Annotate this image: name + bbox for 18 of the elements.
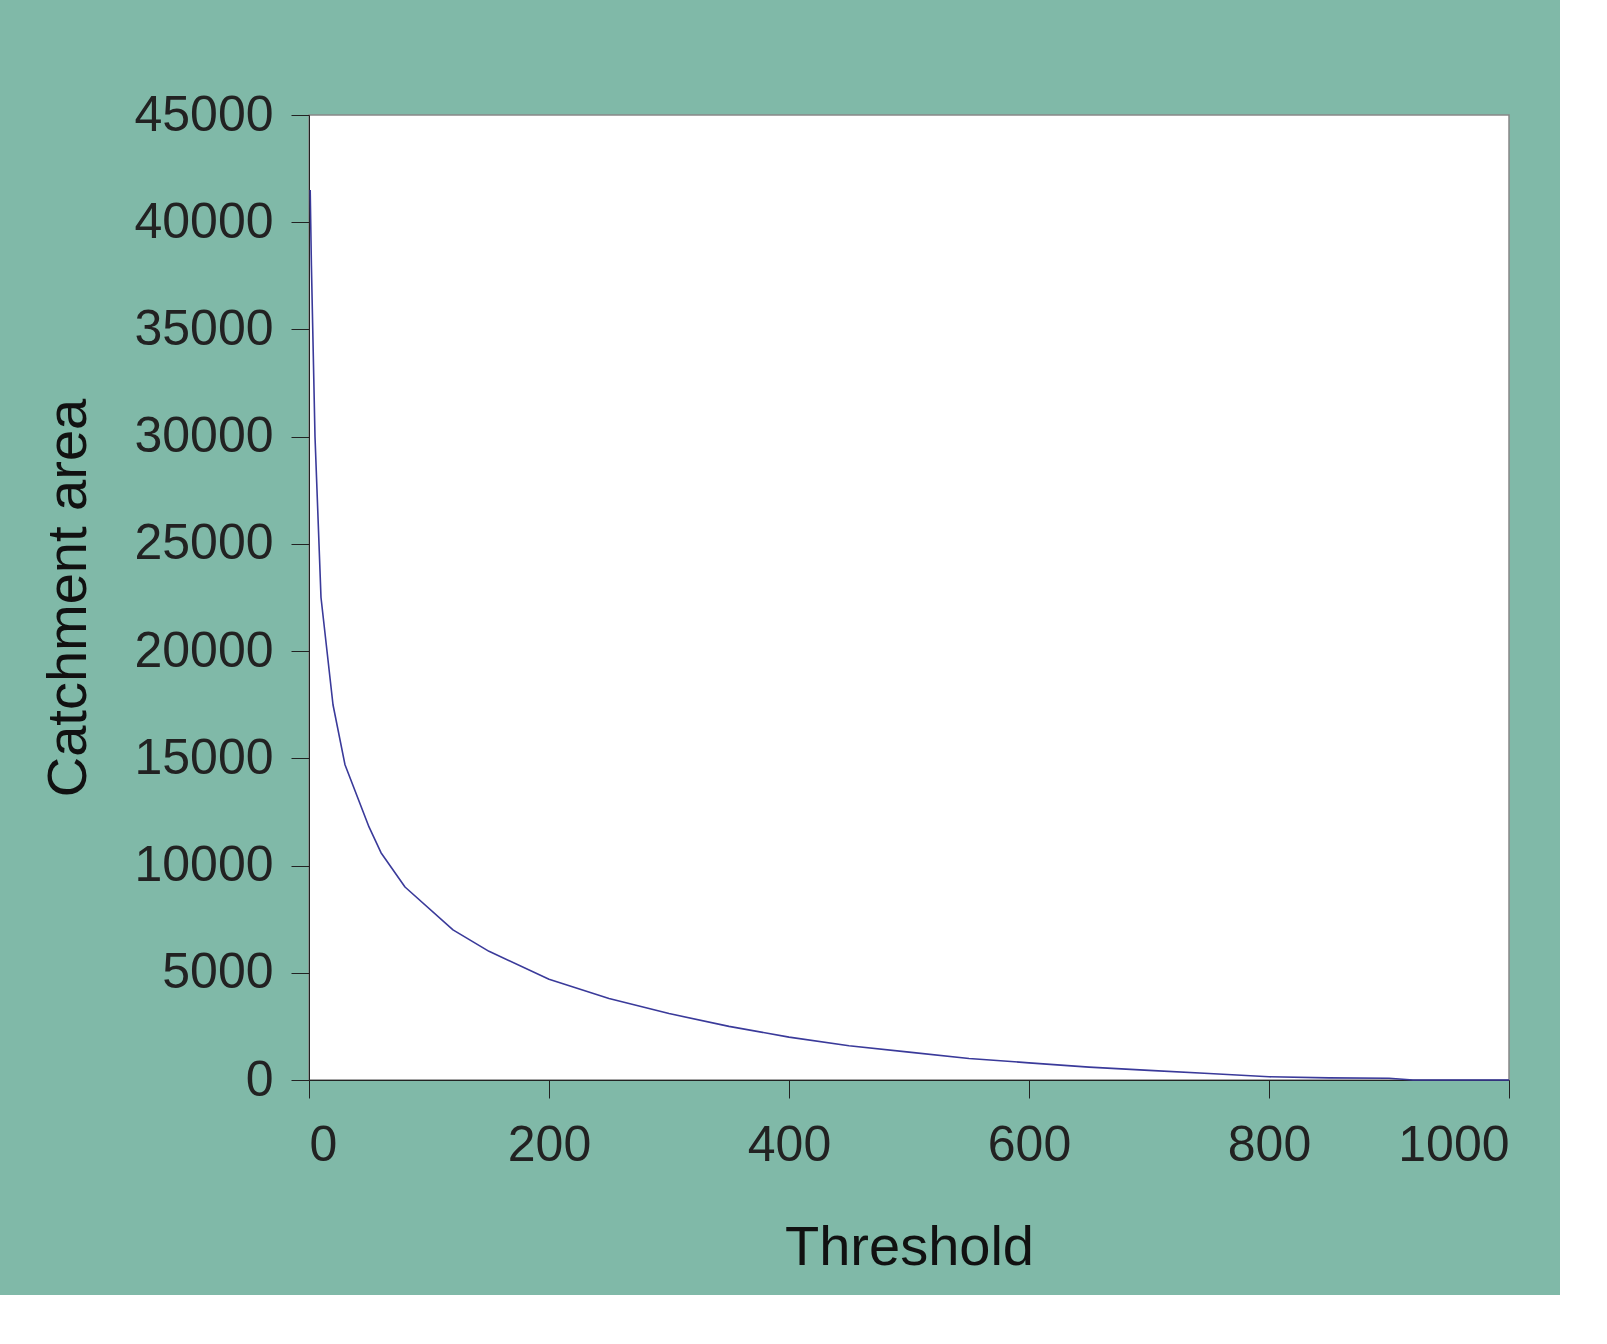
y-tick-label: 45000 bbox=[134, 85, 274, 142]
y-tick-label: 20000 bbox=[134, 621, 274, 678]
y-tick-label: 5000 bbox=[162, 943, 274, 1000]
y-tick-label: 15000 bbox=[134, 728, 274, 785]
y-tick-label: 0 bbox=[245, 1050, 274, 1107]
y-tick-label: 25000 bbox=[134, 514, 274, 571]
x-axis-title: Threshold bbox=[784, 1213, 1035, 1277]
y-tick-label: 10000 bbox=[134, 836, 274, 893]
y-tick-label: 40000 bbox=[134, 192, 274, 249]
x-tick-label: 0 bbox=[309, 1115, 338, 1172]
x-tick-label: 200 bbox=[507, 1115, 592, 1172]
y-axis-title: Catchment area bbox=[35, 397, 99, 798]
x-tick-label: 400 bbox=[747, 1115, 832, 1172]
x-tick-label: 1000 bbox=[1398, 1115, 1510, 1172]
x-tick-label: 600 bbox=[987, 1115, 1072, 1172]
x-tick-label: 800 bbox=[1227, 1115, 1312, 1172]
y-tick-label: 35000 bbox=[134, 299, 274, 356]
y-tick-label: 30000 bbox=[134, 407, 274, 464]
